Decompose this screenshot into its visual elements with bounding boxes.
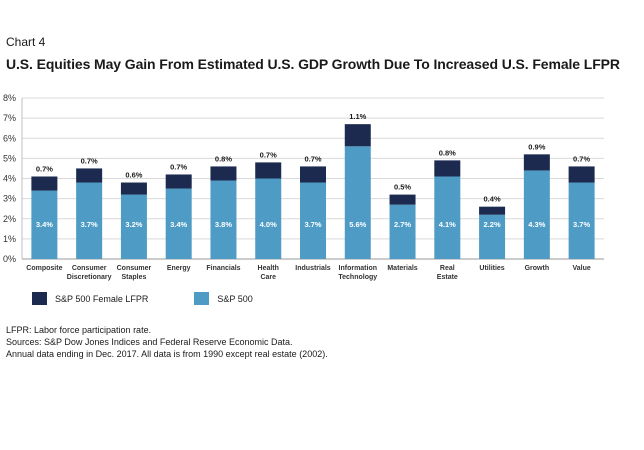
y-tick-label: 0%	[3, 254, 16, 264]
x-category-label: Discretionary	[67, 274, 112, 281]
x-category-label: Real	[440, 265, 455, 272]
data-label-sp500: 3.8%	[215, 220, 232, 229]
bar-sp500	[479, 214, 506, 259]
y-tick-label: 1%	[3, 234, 16, 244]
x-category-label: Growth	[525, 265, 550, 272]
stacked-bar-chart: 0% 1% 2% 3% 4% 5% 6% 7% 8% 3.4% 0.7% Composite 3.7% 0…	[3, 93, 604, 281]
y-tick-label: 6%	[3, 133, 16, 143]
bar-female-lfpr	[300, 166, 326, 183]
legend-swatch-female-lfpr	[32, 292, 47, 305]
bar-sp500	[120, 194, 147, 259]
chart-title: U.S. Equities May Gain From Estimated U.…	[6, 56, 620, 72]
legend-label-sp500: S&P 500	[217, 293, 253, 304]
bar-sp500	[344, 146, 371, 259]
data-label-sp500: 4.3%	[528, 220, 545, 229]
data-label-sp500: 3.7%	[81, 220, 98, 229]
bar-sp500	[434, 176, 461, 259]
y-tick-label: 3%	[3, 194, 16, 204]
data-label-sp500: 2.7%	[394, 220, 411, 229]
bar-sp500	[255, 178, 282, 259]
bar-female-lfpr	[568, 166, 595, 183]
x-category-label: Staples	[121, 274, 146, 281]
data-label-sp500: 4.1%	[439, 220, 456, 229]
data-label-female-lfpr: 0.7%	[260, 150, 277, 159]
data-label-sp500: 5.6%	[349, 220, 366, 229]
data-label-female-lfpr: 0.9%	[528, 142, 545, 151]
data-label-sp500: 3.4%	[170, 220, 187, 229]
data-label-sp500: 3.2%	[125, 220, 142, 229]
legend-swatch-sp500	[194, 292, 210, 305]
data-label-female-lfpr: 1.1%	[349, 112, 366, 121]
note-sources: Sources: S&P Dow Jones Indices and Feder…	[6, 337, 293, 347]
x-category-label: Materials	[387, 265, 417, 272]
data-label-female-lfpr: 0.5%	[394, 183, 411, 192]
x-category-label: Estate	[437, 274, 458, 281]
bar-female-lfpr	[389, 194, 416, 205]
x-category-label: Technology	[338, 274, 377, 281]
bar-female-lfpr	[479, 206, 506, 215]
bar-sp500	[210, 180, 237, 259]
data-label-female-lfpr: 0.7%	[81, 156, 98, 165]
bar-sp500	[300, 182, 326, 259]
data-label-female-lfpr: 0.8%	[215, 154, 232, 163]
bar-female-lfpr	[344, 124, 371, 147]
x-category-label: Health	[258, 265, 279, 272]
data-label-sp500: 3.7%	[573, 220, 590, 229]
x-category-label: Financials	[206, 265, 240, 272]
bar-sp500	[389, 204, 416, 259]
legend-label-female-lfpr: S&P 500 Female LFPR	[55, 293, 149, 304]
data-label-female-lfpr: 0.8%	[439, 148, 456, 157]
x-category-label: Value	[572, 265, 590, 272]
bar-sp500	[31, 190, 58, 259]
data-label-female-lfpr: 0.4%	[484, 195, 501, 204]
note-data-range: Annual data ending in Dec. 2017. All dat…	[6, 349, 328, 359]
bar-sp500	[568, 182, 595, 259]
bar-sp500	[76, 182, 103, 259]
y-tick-label: 2%	[3, 214, 16, 224]
data-label-female-lfpr: 0.6%	[125, 171, 142, 180]
bar-female-lfpr	[210, 166, 237, 181]
data-label-female-lfpr: 0.7%	[36, 164, 53, 173]
x-category-label: Utilities	[479, 265, 504, 272]
bar-female-lfpr	[31, 176, 58, 191]
chart-notes: LFPR: Labor force participation rate. So…	[6, 324, 328, 360]
data-label-female-lfpr: 0.7%	[304, 154, 321, 163]
x-category-label: Composite	[26, 265, 62, 272]
bar-female-lfpr	[165, 174, 192, 189]
y-tick-label: 4%	[3, 174, 16, 184]
x-category-label: Consumer	[117, 265, 152, 272]
bar-sp500	[523, 170, 550, 259]
y-tick-label: 5%	[3, 153, 16, 163]
y-tick-label: 7%	[3, 113, 16, 123]
x-category-label: Consumer	[72, 265, 107, 272]
bar-female-lfpr	[255, 162, 282, 179]
chart-label: Chart 4	[6, 35, 46, 49]
x-category-label: Industrials	[295, 265, 331, 272]
bar-female-lfpr	[434, 160, 461, 177]
bar-female-lfpr	[76, 168, 103, 183]
legend-item-female-lfpr: S&P 500 Female LFPR	[32, 292, 148, 305]
bar-female-lfpr	[120, 182, 147, 195]
data-label-sp500: 3.7%	[304, 220, 321, 229]
x-category-label: Energy	[167, 265, 191, 272]
data-label-female-lfpr: 0.7%	[170, 162, 187, 171]
legend-item-sp500: S&P 500	[194, 292, 253, 305]
data-label-sp500: 3.4%	[36, 220, 53, 229]
data-label-sp500: 2.2%	[484, 220, 501, 229]
chart-legend: S&P 500 Female LFPR S&P 500	[32, 292, 253, 305]
x-category-label: Information	[339, 265, 378, 272]
data-label-female-lfpr: 0.7%	[573, 154, 590, 163]
note-lfpr-definition: LFPR: Labor force participation rate.	[6, 325, 152, 335]
bar-sp500	[165, 188, 192, 259]
data-label-sp500: 4.0%	[260, 220, 277, 229]
y-tick-label: 8%	[3, 93, 16, 103]
x-category-label: Care	[260, 274, 276, 281]
bar-female-lfpr	[523, 154, 550, 171]
